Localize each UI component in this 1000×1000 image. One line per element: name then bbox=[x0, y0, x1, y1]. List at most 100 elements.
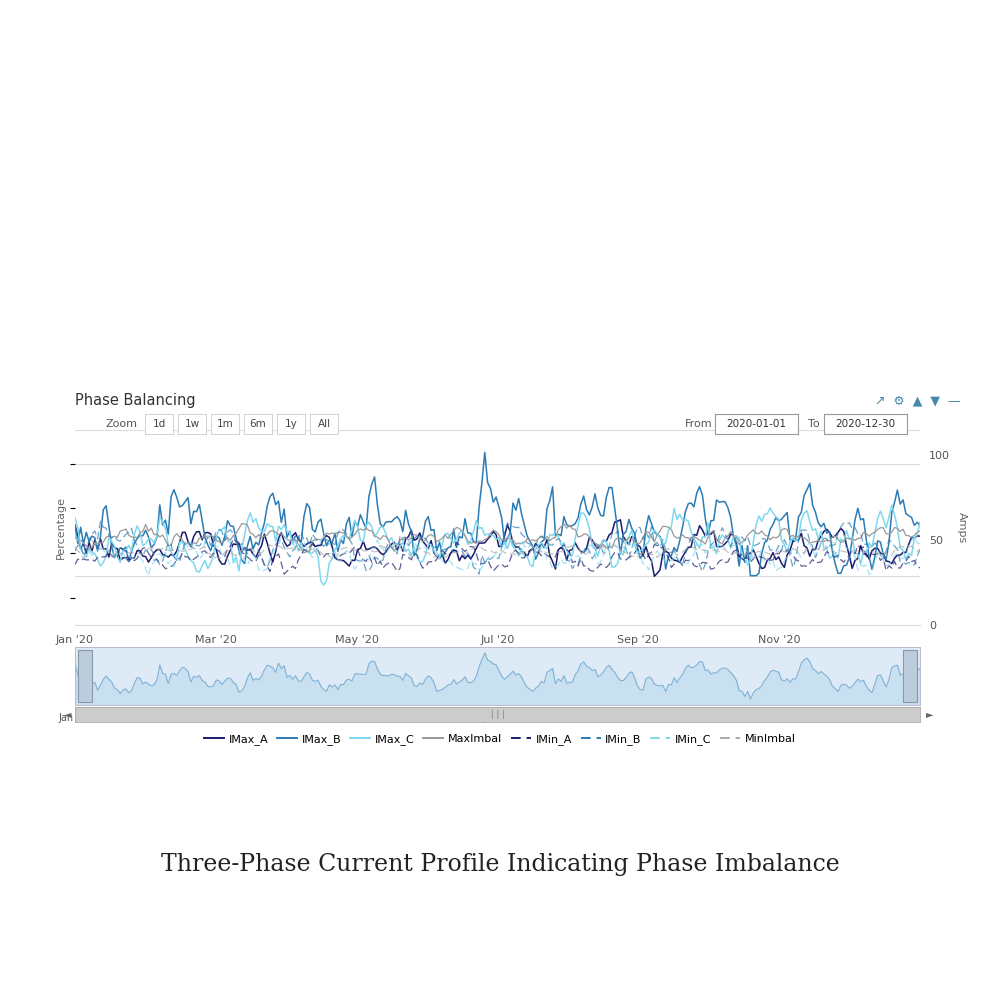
IMin_C bbox=[787, 542, 799, 554]
Text: 2020-01-01: 2020-01-01 bbox=[726, 419, 786, 429]
Line: MaxImbal: MaxImbal bbox=[75, 524, 920, 553]
FancyBboxPatch shape bbox=[903, 650, 917, 702]
IMin_A bbox=[914, 562, 926, 574]
MaxImbal bbox=[914, 525, 926, 537]
Line: IMax_A: IMax_A bbox=[75, 520, 920, 576]
Text: 6m: 6m bbox=[250, 419, 266, 429]
MaxImbal bbox=[69, 531, 81, 543]
IMin_A bbox=[72, 553, 84, 565]
MinImbal bbox=[329, 554, 341, 566]
IMax_C bbox=[589, 543, 601, 555]
MaxImbal bbox=[578, 528, 590, 540]
IMin_B bbox=[592, 539, 604, 551]
Line: MinImbal: MinImbal bbox=[75, 541, 920, 560]
IMin_A bbox=[278, 568, 290, 580]
Line: IMax_B: IMax_B bbox=[75, 452, 920, 576]
IMax_A bbox=[914, 530, 926, 542]
IMax_A bbox=[648, 570, 660, 582]
IMin_B bbox=[72, 539, 84, 551]
IMin_B bbox=[94, 515, 106, 527]
Text: 1m: 1m bbox=[217, 419, 233, 429]
IMax_C bbox=[886, 499, 898, 511]
MaxImbal bbox=[787, 529, 799, 541]
Text: 1y: 1y bbox=[285, 419, 297, 429]
Text: Phase Balancing: Phase Balancing bbox=[75, 393, 196, 408]
MaxImbal bbox=[298, 547, 310, 559]
Text: Three-Phase Current Profile Indicating Phase Imbalance: Three-Phase Current Profile Indicating P… bbox=[161, 854, 839, 876]
IMax_A bbox=[586, 534, 598, 546]
Text: All: All bbox=[317, 419, 331, 429]
MinImbal bbox=[787, 543, 799, 555]
IMin_A bbox=[578, 560, 590, 572]
Y-axis label: Percentage: Percentage bbox=[56, 496, 66, 559]
Text: ↗  ⚙  ▲  ▼  —: ↗ ⚙ ▲ ▼ — bbox=[875, 394, 960, 407]
IMax_A bbox=[787, 535, 799, 547]
Text: 2020-12-30: 2020-12-30 bbox=[835, 419, 896, 429]
IMax_C bbox=[69, 512, 81, 524]
MinImbal bbox=[69, 541, 81, 553]
IMax_C bbox=[72, 522, 84, 534]
Text: From: From bbox=[685, 419, 713, 429]
IMax_A bbox=[569, 537, 581, 549]
IMin_B bbox=[841, 518, 853, 530]
IMin_B bbox=[578, 545, 590, 557]
MinImbal bbox=[86, 535, 98, 547]
Text: | | |: | | | bbox=[491, 710, 504, 719]
IMax_B bbox=[589, 488, 601, 500]
MaxImbal bbox=[72, 535, 84, 547]
IMin_C bbox=[914, 538, 926, 550]
IMin_A bbox=[575, 552, 587, 564]
IMin_B bbox=[575, 548, 587, 560]
IMax_B bbox=[914, 520, 926, 532]
IMax_B bbox=[69, 519, 81, 531]
MinImbal bbox=[914, 545, 926, 557]
IMin_B bbox=[914, 543, 926, 555]
Y-axis label: Amps: Amps bbox=[957, 512, 967, 543]
IMax_A bbox=[72, 529, 84, 541]
IMax_A bbox=[614, 514, 626, 526]
Line: IMax_C: IMax_C bbox=[75, 505, 920, 585]
MaxImbal bbox=[575, 530, 587, 542]
IMax_A bbox=[841, 539, 853, 551]
IMax_B bbox=[572, 512, 584, 524]
IMin_A bbox=[592, 561, 604, 573]
IMin_C bbox=[575, 552, 587, 564]
IMin_C bbox=[578, 545, 590, 557]
MaxImbal bbox=[236, 518, 248, 530]
IMax_A bbox=[572, 542, 584, 554]
MinImbal bbox=[841, 546, 853, 558]
MaxImbal bbox=[841, 532, 853, 544]
IMax_B bbox=[787, 534, 799, 546]
MinImbal bbox=[575, 546, 587, 558]
Text: To: To bbox=[808, 419, 820, 429]
IMax_C bbox=[572, 520, 584, 532]
Text: ◄: ◄ bbox=[64, 709, 72, 719]
IMin_C bbox=[72, 534, 84, 546]
IMin_C bbox=[841, 542, 853, 554]
Legend: IMax_A, IMax_B, IMax_C, MaxImbal, IMin_A, IMin_B, IMin_C, MinImbal: IMax_A, IMax_B, IMax_C, MaxImbal, IMin_A… bbox=[200, 730, 800, 749]
IMin_B bbox=[473, 568, 485, 580]
IMax_A bbox=[69, 519, 81, 531]
IMax_B bbox=[575, 498, 587, 510]
MaxImbal bbox=[592, 539, 604, 551]
Line: IMin_A: IMin_A bbox=[75, 539, 920, 574]
IMax_C bbox=[914, 516, 926, 528]
Text: 1d: 1d bbox=[152, 419, 166, 429]
IMin_C bbox=[504, 528, 516, 540]
IMin_C bbox=[592, 558, 604, 570]
IMin_A bbox=[787, 549, 799, 561]
Line: IMin_B: IMin_B bbox=[75, 521, 920, 574]
IMin_A bbox=[841, 552, 853, 564]
Line: IMin_C: IMin_C bbox=[75, 534, 920, 576]
IMax_B bbox=[841, 559, 853, 571]
IMin_B bbox=[787, 561, 799, 573]
FancyBboxPatch shape bbox=[78, 650, 92, 702]
IMin_C bbox=[69, 529, 81, 541]
IMin_C bbox=[142, 570, 154, 582]
IMax_C bbox=[318, 579, 330, 591]
IMin_A bbox=[69, 558, 81, 570]
Text: Zoom: Zoom bbox=[105, 419, 137, 429]
IMin_A bbox=[227, 533, 239, 545]
MinImbal bbox=[592, 540, 604, 552]
IMax_B bbox=[72, 538, 84, 550]
